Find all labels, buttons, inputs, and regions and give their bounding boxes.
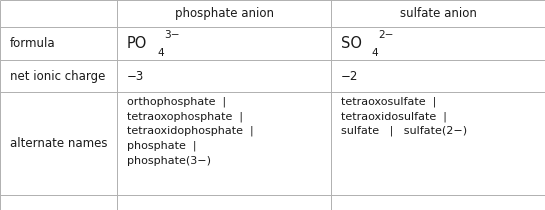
Text: 2−: 2− (378, 30, 393, 40)
Text: 4: 4 (371, 48, 378, 58)
Text: phosphate anion: phosphate anion (175, 7, 274, 20)
Text: −2: −2 (341, 70, 359, 83)
Text: net ionic charge: net ionic charge (10, 70, 105, 83)
Text: orthophosphate  |
tetraoxophosphate  |
tetraoxidophosphate  |
phosphate  |
phosp: orthophosphate | tetraoxophosphate | tet… (127, 96, 253, 166)
Text: sulfate anion: sulfate anion (399, 7, 477, 20)
Text: tetraoxosulfate  |
tetraoxidosulfate  |
sulfate   |   sulfate(2−): tetraoxosulfate | tetraoxidosulfate | su… (341, 96, 467, 136)
Text: 4: 4 (157, 48, 164, 58)
Text: 3−: 3− (164, 30, 179, 40)
Text: SO: SO (341, 36, 362, 51)
Text: −3: −3 (127, 70, 144, 83)
Text: formula: formula (10, 37, 56, 50)
Text: alternate names: alternate names (10, 137, 107, 150)
Text: PO: PO (127, 36, 147, 51)
